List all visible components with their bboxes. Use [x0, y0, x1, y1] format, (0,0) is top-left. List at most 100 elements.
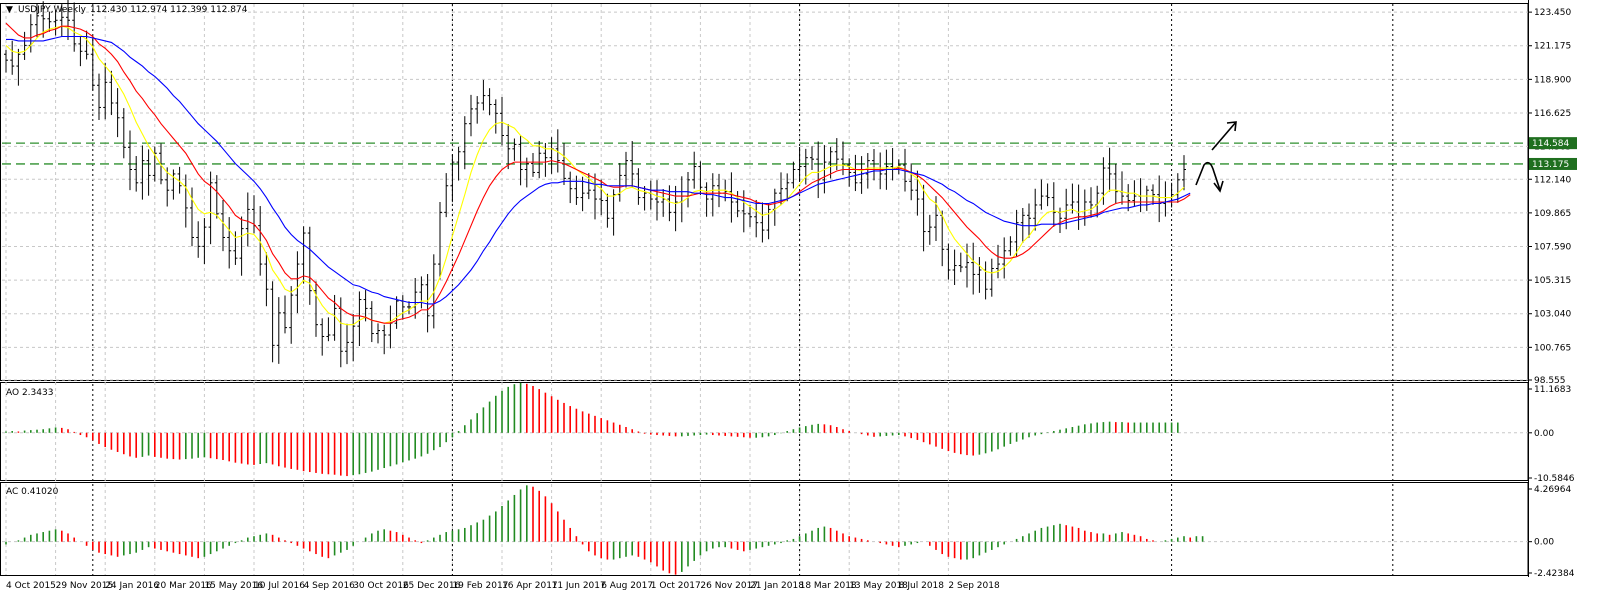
x-tick-label: 25 Dec 2016	[403, 581, 461, 591]
price-bar	[977, 257, 982, 293]
level-tag-label: 114.584	[1532, 139, 1569, 149]
price-bar	[1051, 182, 1056, 227]
price-bar	[1126, 184, 1131, 212]
price-bar	[462, 116, 467, 170]
price-bar	[481, 79, 486, 111]
price-bar	[611, 189, 616, 236]
price-bar	[1113, 163, 1118, 204]
price-bar	[475, 96, 480, 124]
level-tag	[1529, 157, 1577, 170]
price-bar	[264, 252, 269, 307]
arrow-down-head	[1213, 180, 1224, 193]
price-bar	[190, 187, 194, 247]
price-bar	[121, 108, 126, 159]
price-bar	[500, 96, 504, 146]
price-bar	[146, 149, 151, 196]
price-bar	[1014, 209, 1019, 257]
price-bar	[345, 323, 349, 365]
price-bar	[239, 216, 244, 276]
price-bar	[382, 324, 387, 355]
price-bar	[760, 202, 765, 243]
price-bar	[1089, 187, 1093, 218]
price-bar	[177, 166, 182, 194]
y-tick-label: 112.140	[1534, 175, 1571, 185]
price-bar	[351, 313, 356, 362]
price-bar	[438, 201, 442, 280]
price-bar	[376, 323, 380, 344]
price-bar	[506, 124, 511, 170]
y-tick-label: 107.590	[1534, 242, 1571, 252]
x-tick-label: 18 Mar 2018	[800, 581, 857, 591]
price-bar	[90, 36, 95, 91]
price-bar	[586, 173, 591, 200]
x-tick-label: 24 Jan 2016	[105, 581, 159, 591]
x-tick-label: 20 Mar 2016	[155, 581, 212, 591]
price-bar	[134, 156, 139, 192]
price-bar	[673, 185, 678, 232]
y-tick-label: 121.175	[1534, 42, 1571, 52]
price-bar	[779, 172, 783, 206]
x-tick-label: 29 Nov 2015	[56, 581, 114, 591]
price-bar	[214, 175, 219, 219]
price-bar	[865, 153, 870, 189]
price-bar	[791, 161, 796, 189]
y-tick-label: 11.1683	[1534, 385, 1571, 395]
price-bar	[754, 199, 759, 238]
y-tick-label: -10.5846	[1534, 474, 1575, 484]
y-tick-label: 0.00	[1534, 429, 1554, 439]
x-tick-label: 26 Nov 2017	[700, 581, 758, 591]
price-bar	[47, 11, 52, 32]
price-bar	[1182, 155, 1186, 191]
price-bar	[989, 258, 994, 297]
y-tick-label: 4.26964	[1534, 485, 1571, 495]
price-bar	[655, 180, 659, 221]
ao-label: AO 2.3433	[6, 388, 53, 398]
price-bar	[314, 281, 318, 337]
price-bar	[295, 251, 300, 314]
price-bar	[599, 179, 604, 216]
arrow-up-head	[1226, 121, 1237, 132]
price-bar	[425, 274, 430, 333]
price-bar	[10, 40, 15, 75]
chart-title: USDJPY,Weekly	[18, 5, 87, 15]
x-tick-label: 30 Oct 2016	[353, 581, 409, 591]
price-bar	[810, 146, 814, 171]
price-bar	[803, 148, 808, 185]
price-bar	[289, 286, 294, 344]
ac-panel	[5, 485, 1204, 575]
x-tick-label: 4 Sep 2016	[304, 581, 356, 591]
y-tick-label: 123.450	[1534, 8, 1571, 18]
price-bar	[531, 153, 535, 177]
price-bar	[797, 146, 802, 183]
chart-title-arrow-icon[interactable]: ▼	[6, 5, 13, 15]
price-bar	[450, 154, 455, 202]
price-bar	[971, 242, 976, 295]
y-tick-label: 109.865	[1534, 209, 1571, 219]
price-bar	[363, 290, 368, 322]
price-bar	[698, 161, 703, 196]
price-bar	[171, 169, 176, 200]
x-tick-label: 6 Aug 2017	[601, 581, 653, 591]
price-bar	[1039, 179, 1044, 210]
price-bar	[952, 249, 957, 286]
level-tag	[1529, 137, 1577, 150]
price-bar	[128, 130, 132, 191]
level-tag-label: 113.175	[1532, 160, 1569, 170]
price-bar	[407, 301, 411, 315]
price-bar	[165, 167, 170, 207]
y-tick-label: -2.42384	[1534, 569, 1575, 579]
price-bar	[22, 31, 27, 60]
price-bar	[258, 206, 263, 276]
price-bar	[946, 243, 951, 280]
price-bar	[580, 176, 585, 212]
moving-average-line	[6, 35, 1191, 305]
price-bar	[704, 182, 709, 217]
price-bar	[245, 192, 250, 247]
price-bar	[512, 138, 517, 161]
price-bar	[53, 10, 58, 36]
y-tick-label: 100.765	[1534, 343, 1571, 353]
x-tick-label: 13 May 2018	[849, 581, 908, 591]
price-bar	[630, 141, 635, 188]
